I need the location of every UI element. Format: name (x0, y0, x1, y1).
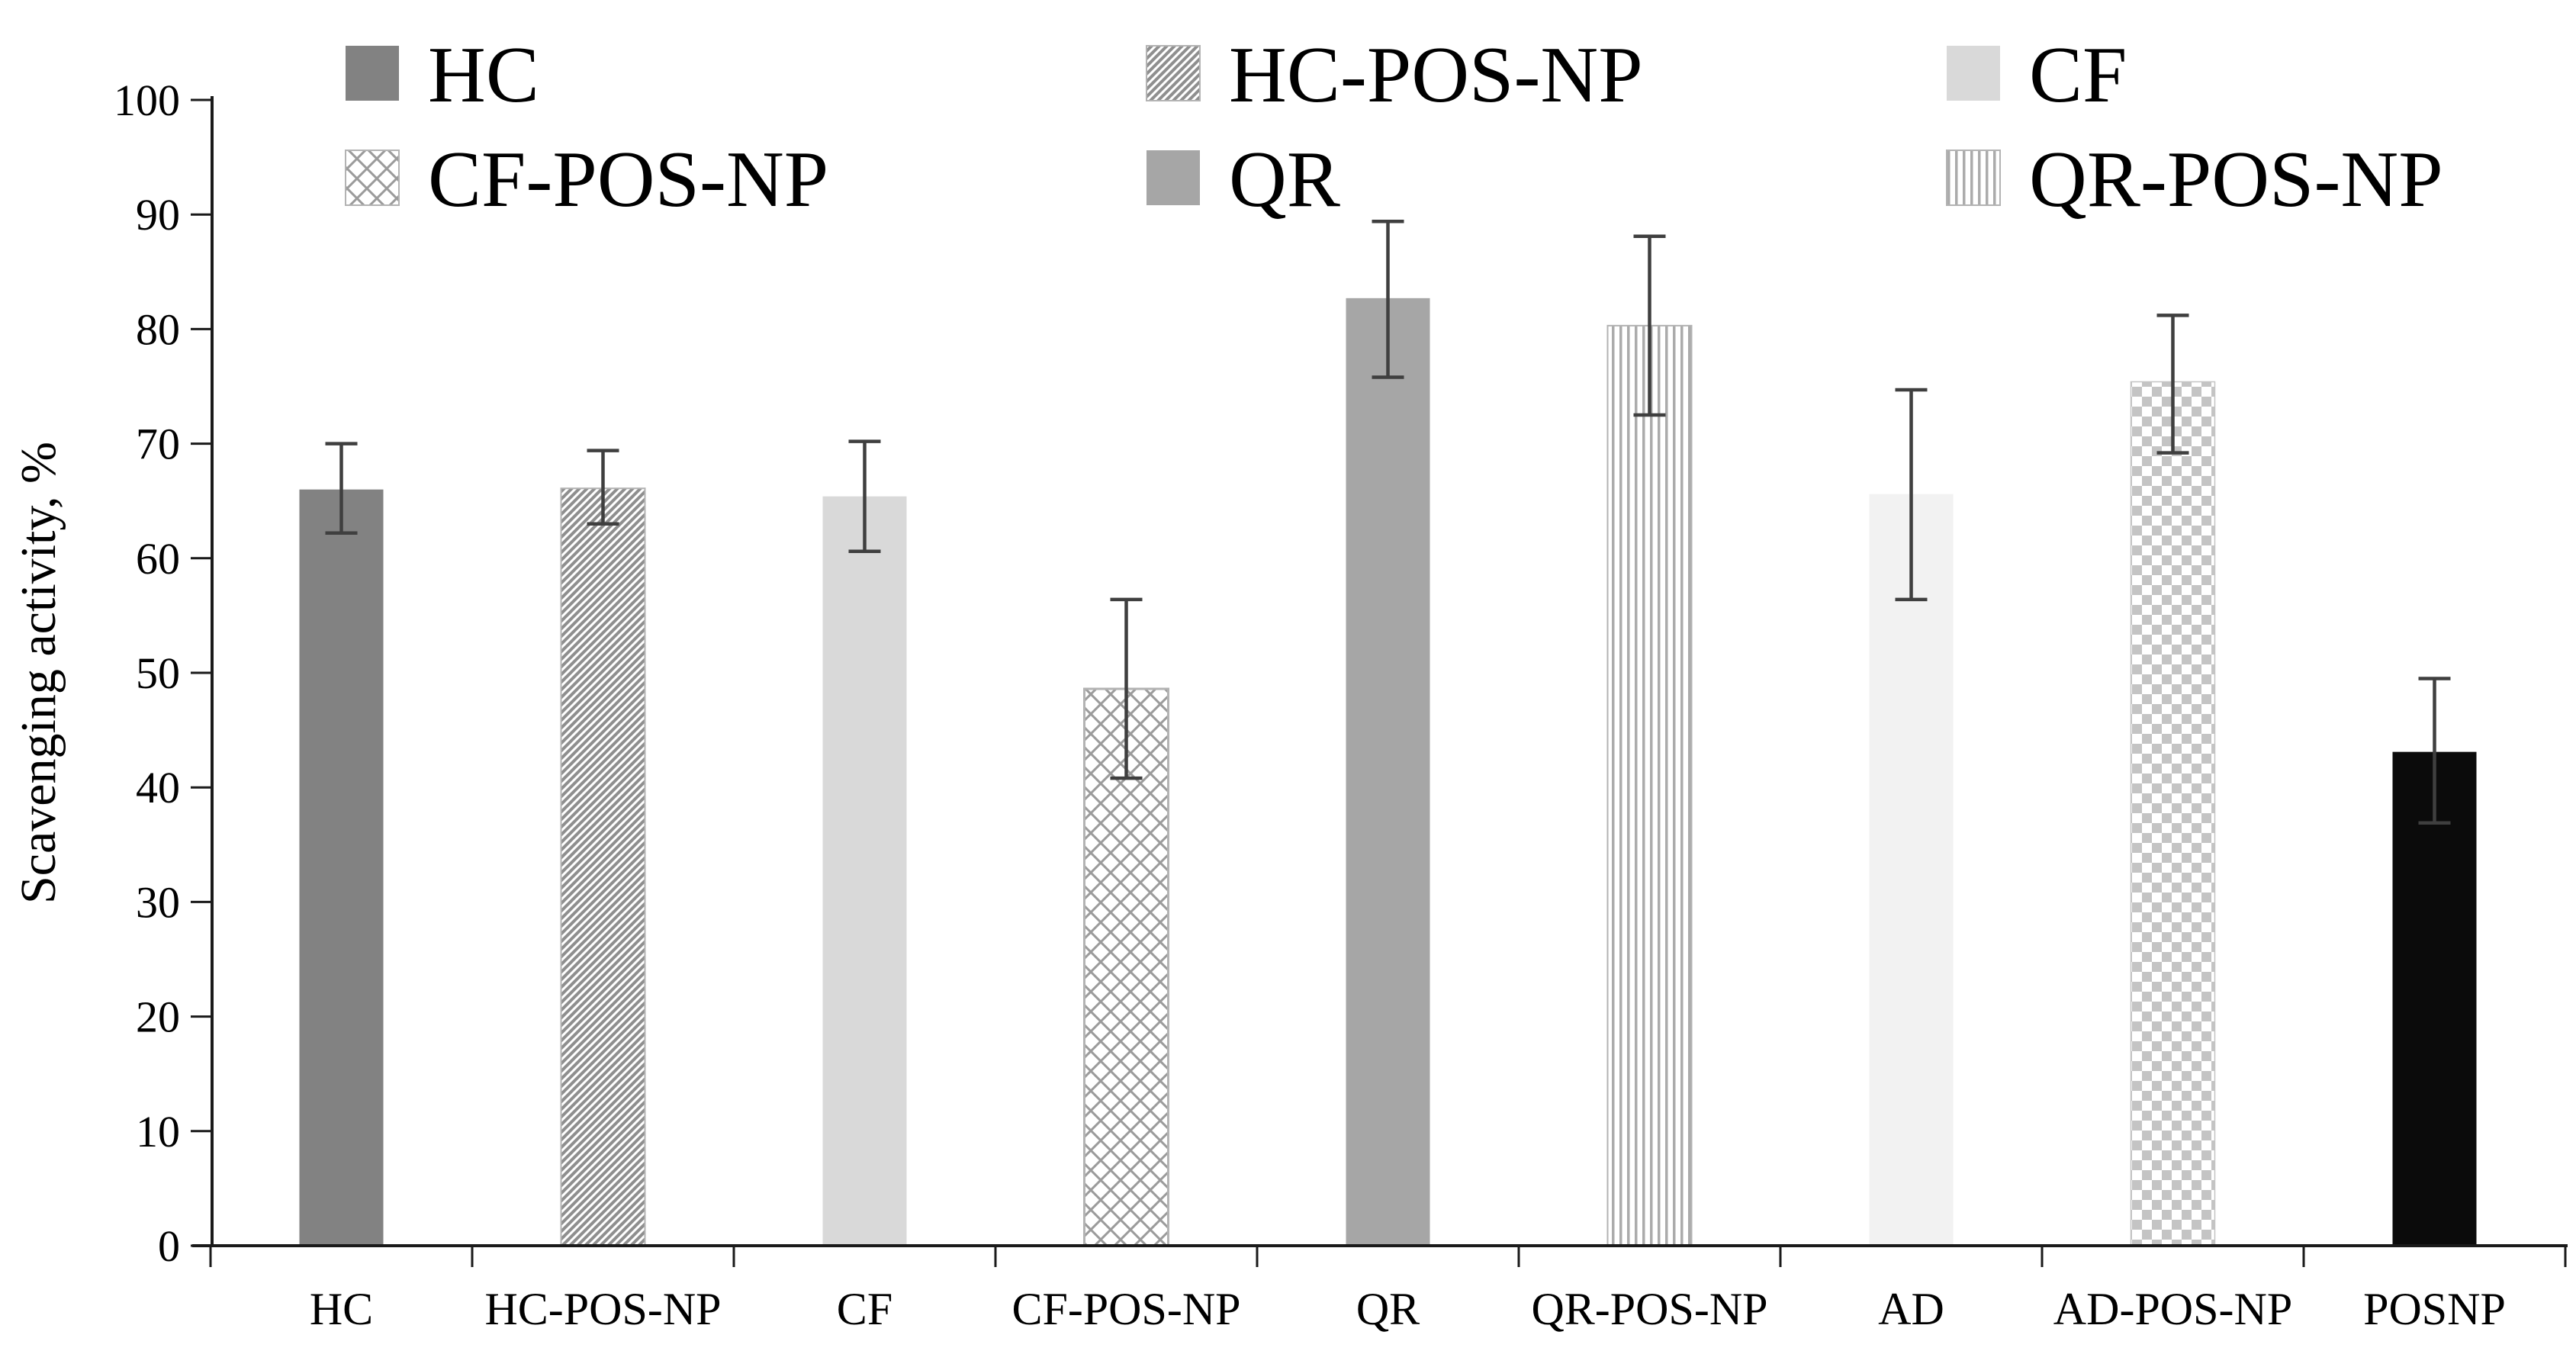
y-tick-label: 30 (136, 877, 180, 927)
y-tick-label: 40 (136, 763, 180, 812)
legend-swatch-hc (346, 46, 399, 101)
bar-cf-pos-np (1083, 687, 1169, 1247)
legend-swatch-cf-pos-np (345, 150, 400, 206)
bar-ad-pos-np (2130, 381, 2216, 1246)
legend-label: HC-POS-NP (1229, 30, 1643, 119)
x-category-label: CF-POS-NP (1011, 1284, 1240, 1334)
bar-hc-pos-np (560, 487, 646, 1246)
y-axis-title: Scavenging activity, % (11, 442, 66, 904)
x-category-label: QR-POS-NP (1531, 1284, 1767, 1334)
legend-swatch-cf (1947, 46, 2000, 101)
error-bar-hc-pos-np (587, 449, 619, 526)
y-tick-label: 70 (136, 420, 180, 469)
error-bar-qr-pos-np (1633, 234, 1666, 417)
x-category-label: QR (1356, 1284, 1420, 1334)
error-bar-ad (1895, 388, 1928, 602)
bar-posnp (2392, 751, 2477, 1246)
y-tick-label: 100 (114, 76, 180, 125)
x-category-label: AD-POS-NP (2053, 1284, 2292, 1334)
legend-item-hc-pos-np: HC-POS-NP (1146, 30, 1643, 119)
legend-item-qr: QR (1146, 134, 1340, 224)
legend-label: HC (428, 30, 539, 119)
x-category-label: POSNP (2363, 1284, 2506, 1334)
y-tick-label: 80 (136, 304, 180, 354)
legend-item-cf-pos-np: CF-POS-NP (345, 134, 828, 224)
bar-qr (1346, 298, 1430, 1246)
legend-label: QR (1229, 134, 1340, 224)
error-bar-ad-pos-np (2156, 314, 2189, 455)
error-bar-cf-pos-np (1110, 597, 1143, 780)
legend-label: CF-POS-NP (428, 134, 828, 224)
x-category-label: AD (1878, 1284, 1944, 1334)
legend-label: QR-POS-NP (2029, 134, 2443, 224)
legend-swatch-hc-pos-np (1146, 45, 1201, 101)
x-category-label: HC-POS-NP (484, 1284, 721, 1334)
x-category-label: CF (837, 1284, 892, 1334)
error-bar-cf (848, 439, 881, 554)
y-tick-label: 0 (158, 1221, 180, 1271)
bar-cf (822, 496, 907, 1246)
y-tick-label: 10 (136, 1107, 180, 1156)
x-category-label: HC (310, 1284, 373, 1334)
error-bar-hc (325, 442, 358, 536)
legend-item-qr-pos-np: QR-POS-NP (1946, 134, 2443, 224)
legend-label: CF (2029, 30, 2127, 119)
legend-item-cf: CF (1947, 30, 2127, 119)
error-bar-qr (1372, 219, 1404, 379)
legend-item-hc: HC (346, 30, 539, 119)
legend-swatch-qr (1146, 150, 1200, 205)
bar-qr-pos-np (1606, 324, 1693, 1246)
y-tick-label: 20 (136, 992, 180, 1042)
error-bar-posnp (2418, 677, 2451, 825)
y-tick-label: 90 (136, 190, 180, 240)
y-tick-label: 50 (136, 648, 180, 698)
y-tick-label: 60 (136, 534, 180, 584)
bar-ad (1869, 494, 1954, 1246)
bar-hc (299, 489, 384, 1246)
legend-swatch-qr-pos-np (1946, 150, 2001, 206)
